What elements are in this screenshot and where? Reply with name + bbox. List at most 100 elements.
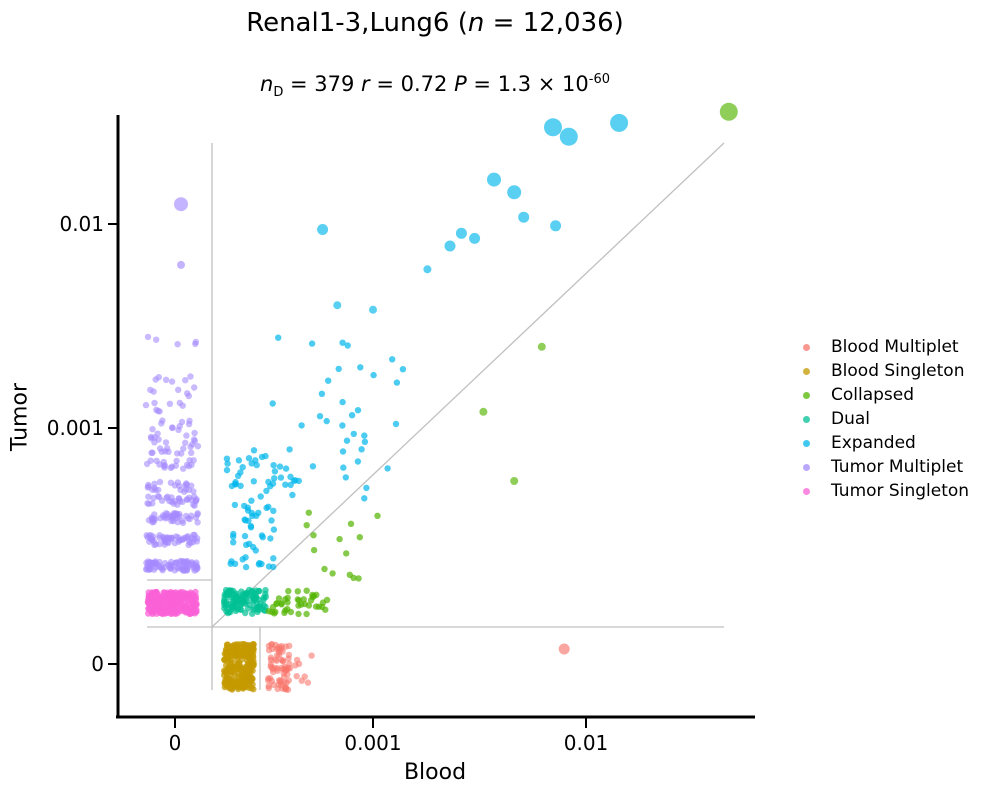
data-point <box>227 587 235 594</box>
data-point <box>180 465 187 472</box>
data-point <box>239 464 246 471</box>
data-point <box>160 609 167 616</box>
data-point <box>223 466 231 474</box>
data-point <box>179 519 187 527</box>
data-point <box>187 443 194 451</box>
data-point <box>298 422 305 429</box>
data-point <box>182 377 189 384</box>
data-point <box>223 601 230 609</box>
data-point <box>236 606 244 613</box>
data-point <box>182 593 190 600</box>
data-point <box>151 484 158 492</box>
data-point <box>224 643 231 651</box>
data-point <box>263 487 270 495</box>
data-point <box>358 446 365 453</box>
data-point <box>294 588 301 595</box>
data-point <box>315 603 323 610</box>
data-point <box>268 517 275 524</box>
data-point <box>295 660 303 668</box>
data-point <box>278 600 285 607</box>
data-point <box>193 559 200 566</box>
data-point <box>179 566 186 573</box>
chart-title: Renal1-3,Lung6 (n = 12,036) <box>246 8 624 38</box>
identity-line <box>211 142 725 628</box>
data-point <box>267 535 274 542</box>
data-point <box>186 457 193 464</box>
legend-label: Expanded <box>831 433 916 453</box>
data-point <box>507 185 522 200</box>
legend-item: Blood Singleton <box>800 359 969 383</box>
reference-lines <box>147 142 725 690</box>
data-point <box>164 493 171 500</box>
data-point <box>269 665 277 673</box>
data-point <box>151 596 158 603</box>
data-point <box>144 484 151 491</box>
data-point <box>280 673 288 681</box>
data-point <box>174 519 181 526</box>
data-point <box>186 610 193 617</box>
data-point <box>350 430 357 438</box>
data-point <box>188 449 195 456</box>
data-point <box>192 338 200 346</box>
data-point <box>333 301 342 310</box>
data-point <box>165 448 172 455</box>
data-point <box>173 457 180 465</box>
data-point <box>343 550 350 557</box>
data-point <box>241 532 249 540</box>
data-point <box>176 498 184 505</box>
data-point <box>339 422 346 429</box>
data-point <box>444 240 456 252</box>
data-point <box>143 460 151 468</box>
data-point <box>275 595 283 602</box>
data-point <box>187 373 194 380</box>
data-point <box>176 399 183 407</box>
data-point <box>190 501 197 508</box>
data-point <box>162 604 169 611</box>
data-point <box>271 475 278 482</box>
data-point <box>329 570 336 577</box>
data-point <box>149 500 156 507</box>
legend: Blood Multiplet Blood Singleton Collapsed D… <box>800 335 969 503</box>
data-point <box>392 420 400 428</box>
data-point <box>242 591 250 599</box>
data-point <box>310 546 318 554</box>
data-point <box>270 462 277 469</box>
legend-swatch <box>803 391 810 399</box>
data-point <box>558 643 570 655</box>
data-point <box>253 461 260 469</box>
data-point <box>308 652 315 659</box>
data-point <box>225 664 232 672</box>
data-point <box>145 493 152 500</box>
data-point <box>154 407 162 415</box>
data-point <box>303 610 310 618</box>
data-point <box>250 662 257 669</box>
data-point <box>305 509 312 516</box>
data-point <box>177 558 184 566</box>
data-point <box>252 547 259 554</box>
data-point <box>374 512 381 519</box>
data-point <box>269 645 276 653</box>
data-point <box>167 464 175 471</box>
data-point <box>369 305 377 314</box>
data-point <box>286 446 293 453</box>
legend-label: Tumor Multiplet <box>831 457 964 477</box>
data-point <box>232 478 239 486</box>
legend-swatch <box>803 487 810 495</box>
data-point <box>192 588 199 596</box>
data-point <box>346 571 353 578</box>
data-point <box>230 539 237 546</box>
data-point <box>230 530 237 538</box>
legend-label: Tumor Singleton <box>831 481 970 501</box>
data-point <box>183 481 190 488</box>
data-point <box>176 423 183 430</box>
data-point <box>357 364 364 371</box>
data-point <box>171 539 179 547</box>
data-point <box>250 447 258 454</box>
data-point <box>317 224 329 235</box>
data-point <box>252 591 259 598</box>
data-point <box>399 366 407 373</box>
data-point <box>193 566 200 573</box>
data-point <box>149 516 156 524</box>
legend-swatch <box>803 343 810 351</box>
data-point <box>393 379 401 386</box>
